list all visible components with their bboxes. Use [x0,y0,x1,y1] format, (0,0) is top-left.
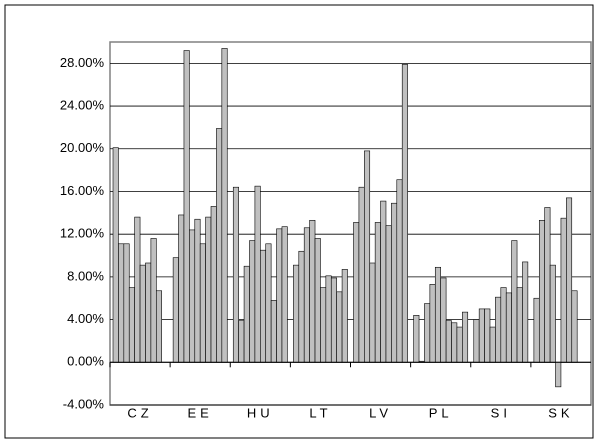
bar [134,216,141,363]
bar [260,249,267,363]
bar [396,179,403,363]
bar [232,186,239,363]
bar [566,197,573,363]
x-tick-label: CZ [127,405,152,420]
bar [358,186,365,363]
bar [445,320,452,363]
bar [374,222,381,363]
bar [522,261,529,363]
bar [434,266,441,363]
bar [560,217,567,363]
bar [254,185,261,363]
bar [128,287,135,363]
bar [516,287,523,363]
bar [325,275,332,363]
bar [505,292,512,363]
bar [533,297,540,363]
bar [336,291,343,363]
bar [276,228,283,363]
x-tick-label: HU [247,405,274,420]
bar [293,264,300,363]
bar [210,206,217,363]
bar [145,262,152,363]
bar [456,326,463,363]
bar [112,147,119,363]
y-tick-label: 4.00% [67,311,104,326]
x-tick-label: LT [309,405,331,420]
bar [221,48,228,363]
bar [544,207,551,363]
y-tick-label: 20.00% [60,140,105,155]
bar [451,322,458,363]
x-tick-label: SK [548,405,573,420]
bar [369,262,376,363]
bar [413,315,420,363]
y-tick-label: 8.00% [67,268,104,283]
y-tick-label: -4.00% [63,396,105,411]
bar [500,287,507,363]
y-tick-label: 28.00% [60,55,105,70]
y-tick-label: 24.00% [60,97,105,112]
bar [309,219,316,363]
bar [281,226,288,363]
bar [511,240,518,363]
bar [478,308,485,363]
bar [484,308,491,363]
bar [462,311,469,363]
bar [320,287,327,363]
bar [298,250,305,363]
bar [265,243,272,363]
y-tick-label: 16.00% [60,183,105,198]
bar [249,240,256,363]
bar [194,218,201,363]
bar [538,219,546,363]
bar [341,269,348,363]
bar [424,303,431,363]
bar [495,296,502,363]
bar [314,238,321,363]
x-tick-label: EE [188,405,213,420]
bar [183,50,190,363]
bar [199,243,206,363]
bar [330,277,337,363]
bar [364,150,371,363]
bar [155,290,163,363]
bar [118,243,125,363]
y-tick-label: 12.00% [60,226,105,241]
bar [123,243,130,363]
bar [150,238,157,363]
bar [238,320,245,363]
x-tick-label: PL [429,405,453,420]
bar [353,222,360,363]
bar [473,319,480,363]
bar [549,264,556,363]
bar [303,227,310,363]
bar [172,257,179,363]
bar [205,216,212,363]
bar [270,300,277,363]
bar [243,265,250,363]
x-tick-label: LV [369,405,392,420]
bar [401,64,408,363]
bar [189,229,196,363]
bar [385,225,392,363]
bar [216,128,223,363]
bar [571,290,578,363]
y-tick-label: 0.00% [67,354,104,369]
x-tick-label: SI [491,405,511,420]
bar [380,200,387,363]
bar [139,264,146,363]
bar [489,326,496,363]
bar [555,361,562,388]
bar [391,202,398,363]
bar [440,277,447,363]
bar [429,284,436,363]
bar [178,214,185,363]
